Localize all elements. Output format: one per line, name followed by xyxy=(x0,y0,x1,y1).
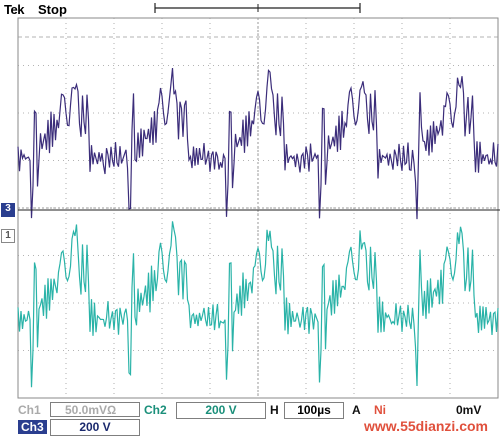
record-position-indicator xyxy=(154,3,361,13)
ch3-label: Ch3 xyxy=(18,420,47,434)
brand-logo: Tek xyxy=(4,2,24,17)
ch1-scale-box[interactable]: 50.0mVΩ xyxy=(50,402,140,417)
ch1-marker[interactable]: 1 xyxy=(1,229,15,243)
trigger-level[interactable]: 0mV xyxy=(456,403,482,417)
ch3-scale[interactable]: 200 V xyxy=(50,419,140,436)
acquisition-status: Stop xyxy=(38,2,67,17)
ch1-label: Ch1 xyxy=(18,403,41,417)
timebase-value[interactable]: 100µs xyxy=(284,402,344,419)
graticule-grid xyxy=(17,17,499,399)
ch1-scale: 50.0mV xyxy=(65,403,108,417)
upper-trace xyxy=(17,67,499,220)
lower-trace xyxy=(17,221,499,388)
trigger-label: A xyxy=(352,403,361,417)
ch1-impedance-icon: Ω xyxy=(107,403,117,417)
trigger-source[interactable]: Ni xyxy=(374,403,386,417)
watermark-text: www.55dianzi.com xyxy=(364,418,488,434)
ch2-label: Ch2 xyxy=(144,403,167,417)
timebase-label: H xyxy=(270,403,279,417)
ch3-marker[interactable]: 3 xyxy=(1,203,15,217)
ch2-scale[interactable]: 200 V xyxy=(176,402,266,419)
